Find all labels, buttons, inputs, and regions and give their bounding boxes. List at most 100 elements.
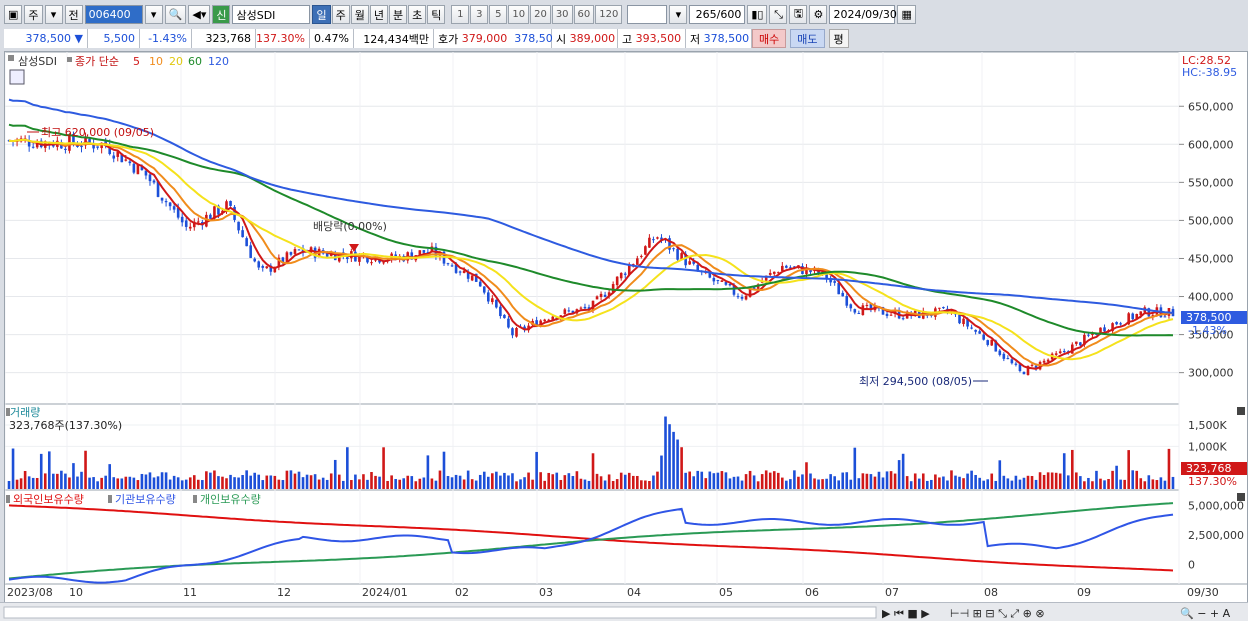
- open-value: 389,000: [569, 32, 616, 45]
- price-legend[interactable]: 삼성SDI 종가 단순 5 10 20 60 120: [8, 55, 229, 68]
- candle-body: [849, 304, 853, 309]
- tab-period-6[interactable]: 틱: [427, 5, 446, 24]
- tab-period-0[interactable]: 일: [312, 5, 331, 24]
- save-icon[interactable]: 🖫: [789, 5, 808, 24]
- chevron-down-icon[interactable]: ▾: [144, 5, 163, 24]
- chart-area[interactable]: 650,000 600,000 550,000 500,000 450,000 400,0…: [4, 51, 1248, 605]
- minute-tabs: 1 3 5 10 20 30 60 120: [451, 5, 623, 24]
- tab-period-5[interactable]: 초: [408, 5, 427, 24]
- candle-body: [636, 258, 639, 265]
- ma10-line: [8, 138, 1174, 367]
- tab-period-2[interactable]: 월: [350, 5, 369, 24]
- volume-bar: [237, 477, 240, 489]
- chevron-down-icon[interactable]: ▾: [669, 5, 688, 24]
- mode-selector[interactable]: 주: [24, 5, 43, 24]
- volume-bar: [619, 472, 623, 489]
- candle-body: [466, 272, 470, 279]
- candle-body: [660, 237, 663, 240]
- tab-minute-3[interactable]: 3: [470, 5, 489, 24]
- volume-bar: [1038, 472, 1042, 489]
- tab-minute-5[interactable]: 5: [489, 5, 508, 24]
- volume-bar: [430, 478, 434, 489]
- candle-body: [623, 273, 627, 275]
- ma60-line: [8, 123, 1174, 337]
- institution-line: [8, 507, 1174, 584]
- stock-name-field[interactable]: 삼성SDI: [232, 5, 311, 24]
- candle-body: [96, 146, 99, 148]
- calendar-icon[interactable]: [9, 69, 25, 85]
- close-icon[interactable]: [1237, 493, 1245, 501]
- volume-bar: [354, 474, 357, 489]
- candle-body: [491, 298, 494, 303]
- candle-icon[interactable]: ▮▯: [747, 5, 768, 24]
- candle-body: [164, 201, 168, 203]
- volume-bar: [595, 473, 599, 489]
- volume-bar: [962, 478, 965, 489]
- bar-count-input[interactable]: 265/600: [689, 5, 746, 24]
- volume-bar: [801, 474, 804, 489]
- navigation-icons[interactable]: ▶ ⏮ ■ ▶ ⊢⊣ ⊞ ⊟ ⤡ ⤢ ⊕ ⊗ 🔍 − + A: [882, 606, 1231, 620]
- interval-input[interactable]: [627, 5, 668, 24]
- volume-bar: [885, 471, 889, 489]
- volume-bar: [136, 480, 140, 489]
- volume-bar: [611, 481, 615, 489]
- volume-bar: [317, 479, 321, 489]
- volume-bar: [668, 424, 671, 489]
- code-input[interactable]: 006400: [84, 5, 143, 24]
- average-button[interactable]: 평: [828, 29, 849, 48]
- volume-bar: [539, 472, 542, 489]
- candle-body: [748, 288, 752, 297]
- layout-icon[interactable]: ▣: [4, 5, 23, 24]
- search-icon[interactable]: 🔍: [164, 5, 187, 24]
- close-icon[interactable]: [1237, 407, 1245, 415]
- volume-bar: [337, 474, 341, 489]
- date-input[interactable]: 2024/09/30: [829, 5, 897, 24]
- tab-period-1[interactable]: 주: [331, 5, 350, 24]
- speaker-icon[interactable]: ◀▾: [188, 5, 211, 24]
- volume-bar: [221, 476, 224, 489]
- candle-body: [253, 258, 256, 262]
- tab-minute-60[interactable]: 60: [573, 5, 595, 24]
- candle-body: [809, 269, 812, 273]
- volume-bar: [426, 455, 430, 489]
- candle-body: [265, 266, 269, 269]
- volume-bar: [1143, 481, 1147, 489]
- tab-period-3[interactable]: 년: [369, 5, 388, 24]
- tab-minute-120[interactable]: 120: [595, 5, 623, 24]
- sell-button[interactable]: 매도: [790, 29, 825, 48]
- volume-bar: [740, 480, 744, 489]
- ma20-line: [8, 138, 1174, 361]
- tab-minute-30[interactable]: 30: [551, 5, 573, 24]
- chevron-down-icon[interactable]: ▾: [44, 5, 63, 24]
- prefix-button[interactable]: 전: [64, 5, 83, 24]
- candle-body: [205, 214, 208, 227]
- gear-icon[interactable]: ⚙: [809, 5, 828, 24]
- tab-period-4[interactable]: 분: [388, 5, 408, 24]
- scroll-track[interactable]: [3, 606, 877, 619]
- volume-bar: [68, 477, 71, 489]
- scroll-bar[interactable]: ▶ ⏮ ■ ▶ ⊢⊣ ⊞ ⊟ ⤡ ⤢ ⊕ ⊗ 🔍 − + A: [0, 602, 1248, 621]
- volume-bar: [1050, 472, 1054, 489]
- candle-body: [108, 144, 112, 155]
- volume-bar: [946, 480, 949, 489]
- volume-bar: [217, 476, 220, 489]
- volume-bar: [462, 479, 466, 489]
- candle-body: [627, 265, 631, 275]
- volume-bar: [1135, 470, 1139, 489]
- buy-button[interactable]: 매수: [752, 29, 787, 48]
- tab-minute-1[interactable]: 1: [451, 5, 470, 24]
- candle-body: [640, 255, 643, 257]
- chart-svg[interactable]: 650,000 600,000 550,000 500,000 450,000 400,0…: [4, 51, 1248, 606]
- candle-body: [615, 276, 619, 286]
- candle-body: [744, 295, 748, 300]
- bid-value: 379,000: [461, 32, 508, 45]
- candle-body: [708, 272, 712, 278]
- tab-minute-10[interactable]: 10: [508, 5, 530, 24]
- calendar-icon[interactable]: ▦: [897, 5, 916, 24]
- tab-minute-20[interactable]: 20: [530, 5, 551, 24]
- candle-body: [273, 267, 277, 273]
- crosshair-icon[interactable]: ⤡: [769, 5, 788, 24]
- volume-bar: [422, 477, 426, 489]
- high-value: 393,500: [635, 32, 682, 45]
- volume-bar: [563, 475, 567, 489]
